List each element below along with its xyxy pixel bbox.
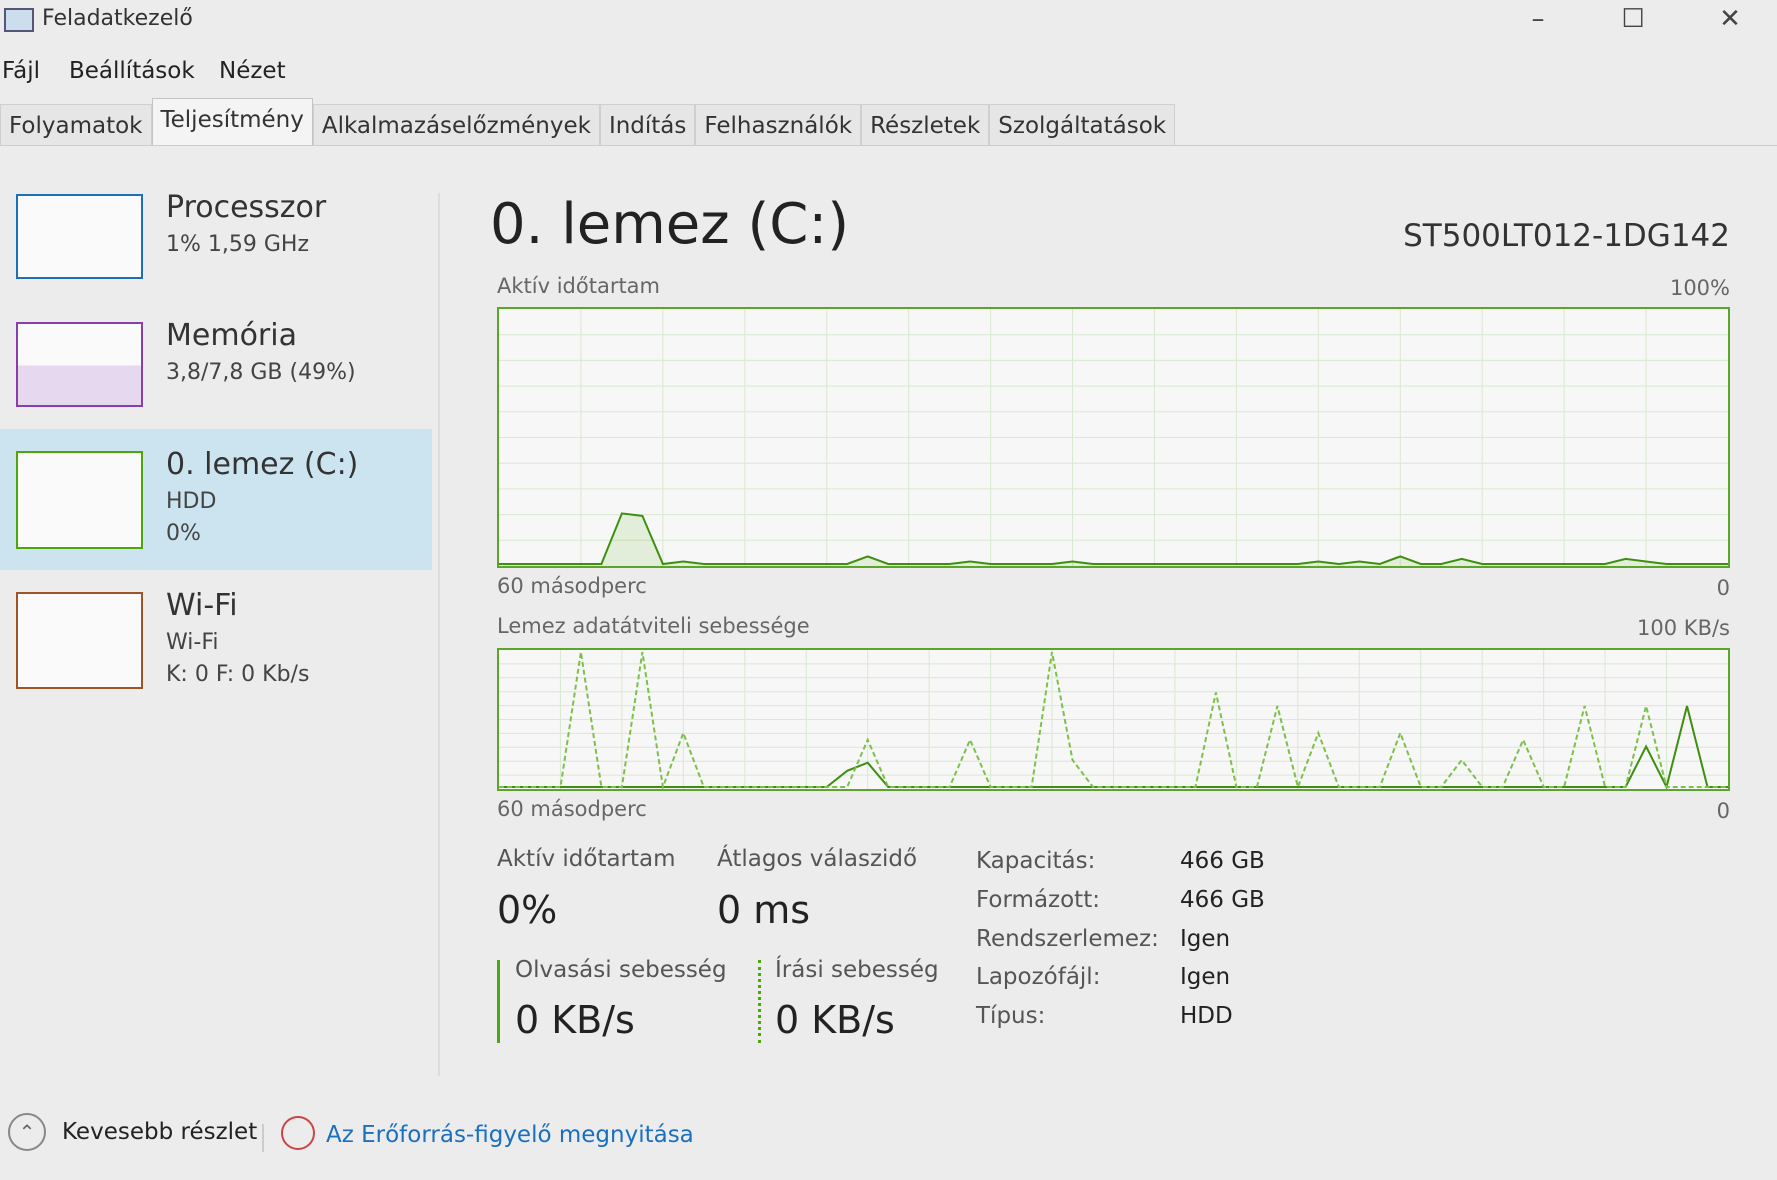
- capacity-value: 466 GB: [1180, 848, 1265, 874]
- divider: [438, 193, 440, 1076]
- disk-model: ST500LT012-1DG142: [1403, 218, 1730, 254]
- formatted-value: 466 GB: [1180, 887, 1265, 913]
- transfer-rate-chart: [497, 648, 1730, 791]
- window-title: Feladatkezelő: [42, 6, 193, 31]
- tab-services[interactable]: Szolgáltatások: [989, 104, 1176, 145]
- page-file-value: Igen: [1180, 964, 1231, 990]
- disk-thumbnail: [16, 451, 143, 549]
- write-speed-value: 0 KB/s: [775, 998, 895, 1042]
- memory-thumbnail: [16, 322, 143, 407]
- series-series-line: [499, 512, 1728, 566]
- menu-settings[interactable]: Beállítások: [69, 58, 195, 84]
- tab-details[interactable]: Részletek: [861, 104, 990, 145]
- minimize-button[interactable]: –: [1531, 4, 1545, 34]
- page-file-label: Lapozófájl:: [976, 964, 1101, 990]
- sidebar-item-cpu[interactable]: Processzor 1% 1,59 GHz: [0, 182, 432, 297]
- page-title: 0. lemez (C:): [490, 192, 850, 257]
- wifi-thumbnail: [16, 592, 143, 689]
- cpu-usage: 1% 1,59 GHz: [166, 232, 310, 257]
- response-time-value: 0 ms: [717, 888, 811, 932]
- tab-app-history[interactable]: Alkalmazáselőzmények: [312, 104, 600, 145]
- sidebar-item-wifi[interactable]: Wi-Fi Wi-Fi K: 0 F: 0 Kb/s: [0, 582, 432, 697]
- tab-startup[interactable]: Indítás: [599, 104, 696, 145]
- cpu-thumbnail: [16, 194, 143, 279]
- close-button[interactable]: ✕: [1719, 4, 1741, 34]
- disk-type: HDD: [166, 489, 217, 514]
- sidebar-item-label: Processzor: [166, 190, 327, 225]
- wifi-throughput: K: 0 F: 0 Kb/s: [166, 662, 310, 687]
- tab-processes[interactable]: Folyamatok: [0, 104, 152, 145]
- active-time-label: Aktív időtartam: [497, 846, 676, 872]
- wifi-adapter: Wi-Fi: [166, 630, 219, 655]
- y-max-label: 100%: [1669, 276, 1730, 300]
- x-right-label: 0: [1716, 576, 1730, 600]
- maximize-button[interactable]: ☐: [1621, 4, 1645, 34]
- write-speed-label: Írási sebesség: [775, 957, 939, 983]
- footer-divider: [262, 1124, 264, 1152]
- sidebar-item-disk-0[interactable]: 0. lemez (C:) HDD 0%: [0, 429, 432, 570]
- read-legend-line: [497, 960, 500, 1043]
- open-resource-monitor-link[interactable]: Az Erőforrás-figyelő megnyitása: [326, 1122, 694, 1148]
- y-max-label: 100 KB/s: [1637, 616, 1730, 640]
- read-speed-value: 0 KB/s: [515, 998, 635, 1042]
- tab-users[interactable]: Felhasználók: [695, 104, 862, 145]
- task-manager-icon: [4, 8, 34, 32]
- sidebar-item-memory[interactable]: Memória 3,8/7,8 GB (49%): [0, 310, 432, 425]
- formatted-label: Formázott:: [976, 887, 1100, 913]
- type-value: HDD: [1180, 1003, 1233, 1029]
- x-left-label: 60 másodperc: [497, 797, 647, 821]
- dashed-series-line: [499, 651, 1728, 789]
- sidebar-item-label: Memória: [166, 318, 297, 353]
- read-speed-label: Olvasási sebesség: [515, 957, 727, 983]
- resource-monitor-icon: [281, 1116, 315, 1150]
- menu-view[interactable]: Nézet: [219, 58, 286, 84]
- type-label: Típus:: [976, 1003, 1046, 1029]
- chevron-up-icon[interactable]: ⌃: [8, 1113, 46, 1151]
- write-legend-line: [758, 960, 761, 1043]
- tab-performance[interactable]: Teljesítmény: [151, 98, 313, 145]
- x-left-label: 60 másodperc: [497, 574, 647, 598]
- fewer-details-button[interactable]: Kevesebb részlet: [62, 1119, 258, 1145]
- system-disk-value: Igen: [1180, 926, 1231, 952]
- tab-bar: Folyamatok Teljesítmény Alkalmazáselőzmé…: [0, 98, 1777, 146]
- disk-usage: 0%: [166, 521, 201, 546]
- chart-title: Lemez adatátviteli sebessége: [497, 614, 810, 638]
- series-area: [499, 513, 1728, 566]
- menu-file[interactable]: Fájl: [2, 58, 40, 84]
- active-time-value: 0%: [497, 888, 558, 932]
- capacity-label: Kapacitás:: [976, 848, 1096, 874]
- system-disk-label: Rendszerlemez:: [976, 926, 1159, 952]
- chart-title: Aktív időtartam: [497, 274, 661, 298]
- response-time-label: Átlagos válaszidő: [717, 846, 918, 872]
- x-right-label: 0: [1716, 799, 1730, 823]
- memory-usage: 3,8/7,8 GB (49%): [166, 360, 356, 385]
- sidebar-item-label: Wi-Fi: [166, 588, 238, 623]
- active-time-chart: [497, 307, 1730, 568]
- sidebar-item-label: 0. lemez (C:): [166, 447, 359, 482]
